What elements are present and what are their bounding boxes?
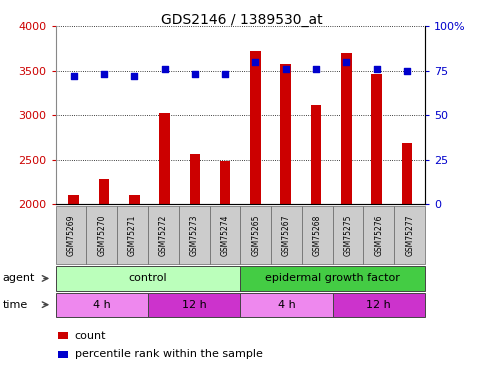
Text: count: count [75,331,106,340]
Bar [220,161,230,204]
Text: GDS2146 / 1389530_at: GDS2146 / 1389530_at [161,13,322,27]
Bar [281,64,291,204]
Text: time: time [2,300,28,310]
Point [191,71,199,77]
Text: GSM75267: GSM75267 [282,214,291,256]
Text: GSM75265: GSM75265 [251,214,260,256]
Text: GSM75275: GSM75275 [343,214,353,256]
Bar [401,143,412,204]
Point [221,71,229,77]
Text: GSM75271: GSM75271 [128,214,137,256]
Bar [311,105,321,204]
Bar [99,180,109,204]
Point [161,66,169,72]
Bar [189,154,200,204]
Bar [69,195,79,204]
Text: agent: agent [2,273,35,284]
Text: GSM75273: GSM75273 [190,214,199,256]
Text: GSM75272: GSM75272 [159,214,168,256]
Point [130,73,138,79]
Text: 4 h: 4 h [278,300,295,310]
Point [100,71,108,77]
Text: 12 h: 12 h [367,300,391,310]
Text: GSM75269: GSM75269 [67,214,75,256]
Bar [159,112,170,204]
Text: GSM75277: GSM75277 [405,214,414,256]
Bar [341,53,352,204]
Point [342,59,350,65]
Bar [371,74,382,204]
Text: 12 h: 12 h [182,300,206,310]
Text: GSM75274: GSM75274 [220,214,229,256]
Text: percentile rank within the sample: percentile rank within the sample [75,350,263,359]
Point [403,68,411,74]
Text: 4 h: 4 h [93,300,111,310]
Bar [250,51,261,204]
Text: GSM75268: GSM75268 [313,214,322,256]
Point [70,73,78,79]
Point [252,59,259,65]
Point [312,66,320,72]
Point [282,66,290,72]
Text: epidermal growth factor: epidermal growth factor [265,273,400,284]
Bar [129,195,140,204]
Text: GSM75270: GSM75270 [97,214,106,256]
Text: GSM75276: GSM75276 [374,214,384,256]
Text: control: control [128,273,167,284]
Point [373,66,381,72]
